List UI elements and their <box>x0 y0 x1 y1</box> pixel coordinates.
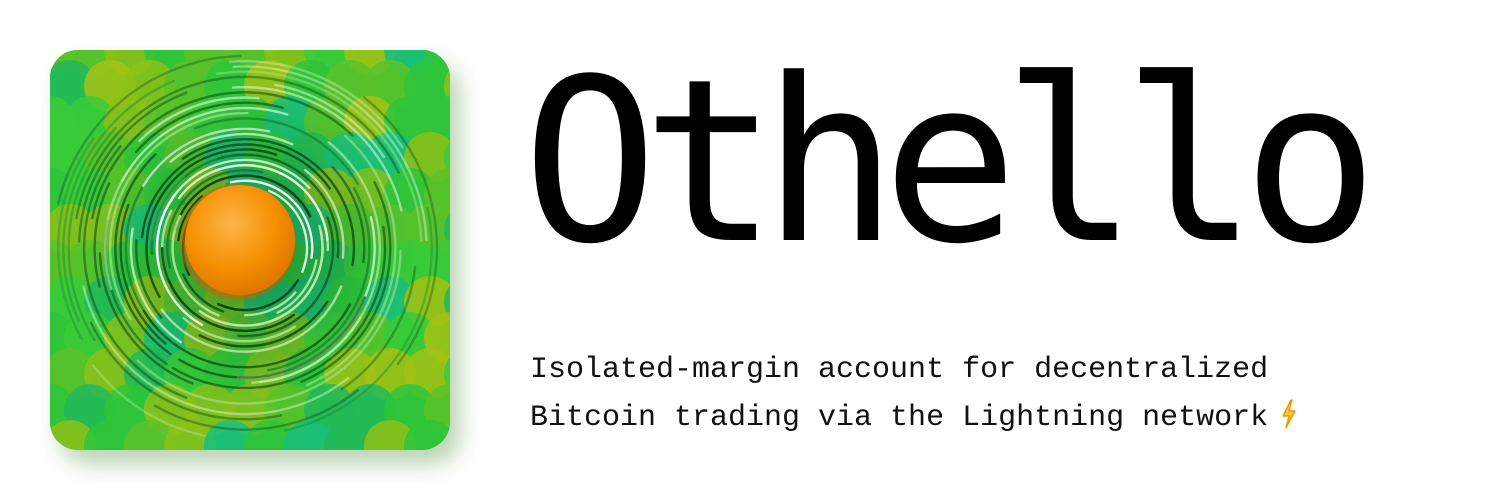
tagline-line-2-text: Bitcoin trading via the Lightning networ… <box>530 401 1269 435</box>
tagline-line-1: Isolated-margin account for decentralize… <box>530 353 1269 387</box>
tagline-line-2: Bitcoin trading via the Lightning networ… <box>530 394 1298 442</box>
lightning-bolt-icon <box>1282 399 1296 429</box>
page-title: Othello <box>522 31 1378 294</box>
othello-logo-icon <box>50 50 450 450</box>
tagline: Isolated-margin account for decentralize… <box>530 346 1298 442</box>
